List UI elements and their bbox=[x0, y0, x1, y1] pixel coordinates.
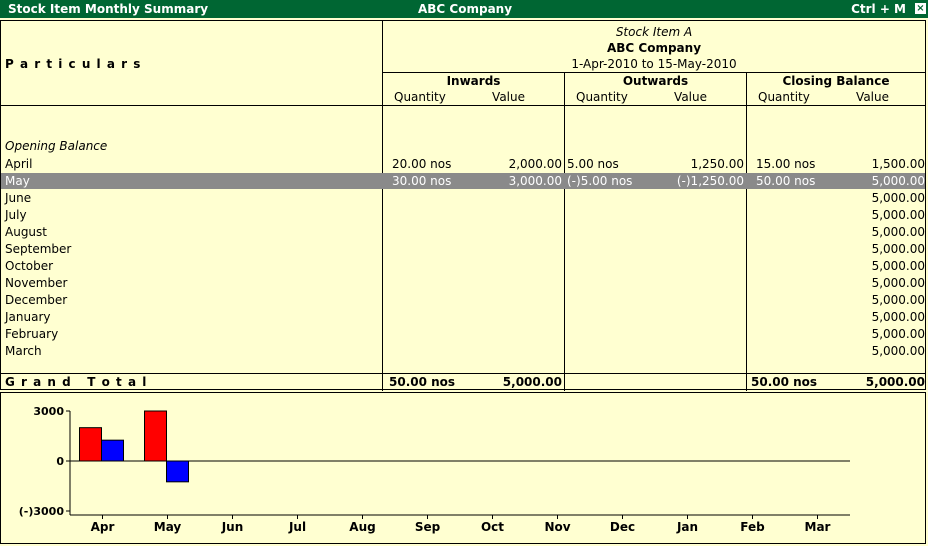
row-closing-value: 5,000.00 bbox=[871, 174, 925, 188]
row-month: November bbox=[5, 276, 68, 290]
row-in-value: 2,000.00 bbox=[508, 157, 562, 171]
y-tick-label: 3000 bbox=[33, 405, 64, 418]
row-out-value: 1,250.00 bbox=[690, 157, 744, 171]
inwards-value-header: Value bbox=[492, 90, 525, 104]
stock-item-name: Stock Item A bbox=[615, 25, 693, 39]
outwards-quantity-header: Quantity bbox=[576, 90, 628, 104]
row-month: August bbox=[5, 225, 47, 239]
y-tick-label: 0 bbox=[56, 455, 64, 468]
company-name: ABC Company bbox=[418, 2, 513, 16]
grand-total-closing-qty: 50.00 nos bbox=[751, 375, 818, 389]
row-closing-qty: 15.00 nos bbox=[756, 157, 816, 171]
monthly-graph: 3000 0 (-)3000 Apr May Jun Jul Aug Sep Oct Nov Dec J… bbox=[0, 392, 926, 544]
grand-total-in-qty: 50.00 nos bbox=[389, 375, 456, 389]
table-row[interactable]: January 5,000.00 bbox=[1, 309, 925, 325]
shortcut-label: Ctrl + M bbox=[851, 2, 906, 16]
table-row[interactable]: September 5,000.00 bbox=[1, 241, 925, 257]
total-divider bbox=[1, 373, 925, 374]
x-tick-label: Apr bbox=[91, 520, 115, 534]
report-table: P a r t i c u l a r s Stock Item A ABC C… bbox=[0, 20, 926, 391]
row-out-qty: 5.00 nos bbox=[567, 157, 619, 171]
bar-may-series-1 bbox=[144, 410, 167, 462]
y-tick-label: (-)3000 bbox=[19, 505, 65, 518]
row-closing-value: 5,000.00 bbox=[871, 225, 925, 239]
header-divider bbox=[382, 72, 925, 73]
column-divider bbox=[746, 73, 747, 391]
row-closing-value: 5,000.00 bbox=[871, 242, 925, 256]
close-icon[interactable]: × bbox=[915, 3, 926, 14]
row-closing-value: 1,500.00 bbox=[871, 157, 925, 171]
x-tick-label: May bbox=[154, 520, 182, 534]
row-month: May bbox=[5, 174, 30, 188]
closing-quantity-header: Quantity bbox=[758, 90, 810, 104]
column-divider bbox=[382, 21, 383, 391]
row-month: March bbox=[5, 344, 42, 358]
row-month: January bbox=[5, 310, 51, 324]
column-divider bbox=[564, 73, 565, 391]
table-row[interactable]: October 5,000.00 bbox=[1, 258, 925, 274]
row-month: December bbox=[5, 293, 68, 307]
row-closing-value: 5,000.00 bbox=[871, 293, 925, 307]
bar-chart: 3000 0 (-)3000 Apr May Jun Jul Aug Sep Oct Nov Dec J… bbox=[19, 405, 850, 534]
row-in-qty: 30.00 nos bbox=[392, 174, 452, 188]
table-row[interactable]: July 5,000.00 bbox=[1, 207, 925, 223]
title-bar: Stock Item Monthly Summary ABC Company C… bbox=[0, 0, 928, 18]
row-month: September bbox=[5, 242, 72, 256]
x-tick-label: Feb bbox=[740, 520, 765, 534]
particulars-header: P a r t i c u l a r s bbox=[5, 57, 142, 71]
row-closing-value: 5,000.00 bbox=[871, 208, 925, 222]
closing-balance-header: Closing Balance bbox=[782, 74, 890, 88]
inwards-quantity-header: Quantity bbox=[394, 90, 446, 104]
row-closing-value: 5,000.00 bbox=[871, 276, 925, 290]
bar-apr-series-1 bbox=[79, 427, 102, 462]
outwards-header: Outwards bbox=[622, 74, 689, 88]
row-closing-value: 5,000.00 bbox=[871, 310, 925, 324]
row-closing-value: 5,000.00 bbox=[871, 259, 925, 273]
row-closing-value: 5,000.00 bbox=[871, 191, 925, 205]
x-tick-label: Aug bbox=[349, 520, 375, 534]
row-closing-value: 5,000.00 bbox=[871, 327, 925, 341]
table-row[interactable]: March 5,000.00 bbox=[1, 343, 925, 359]
row-in-qty: 20.00 nos bbox=[392, 157, 452, 171]
x-tick-label: Nov bbox=[544, 520, 570, 534]
outwards-value-header: Value bbox=[674, 90, 707, 104]
report-period: 1-Apr-2010 to 15-May-2010 bbox=[571, 57, 737, 71]
table-row[interactable]: November 5,000.00 bbox=[1, 275, 925, 291]
closing-value-header: Value bbox=[856, 90, 889, 104]
table-row[interactable]: December 5,000.00 bbox=[1, 292, 925, 308]
table-row[interactable]: April 20.00 nos 2,000.00 5.00 nos 1,250.00 15… bbox=[1, 156, 925, 172]
bar-apr-series-2 bbox=[101, 439, 124, 462]
row-month: October bbox=[5, 259, 54, 273]
row-month: July bbox=[5, 208, 27, 222]
row-closing-qty: 50.00 nos bbox=[756, 174, 816, 188]
bar-may-series-2 bbox=[166, 460, 189, 483]
table-row[interactable]: February 5,000.00 bbox=[1, 326, 925, 342]
table-row[interactable]: August 5,000.00 bbox=[1, 224, 925, 240]
grand-total-label: G r a n d T o t a l bbox=[5, 375, 148, 389]
grand-total-closing-value: 5,000.00 bbox=[865, 375, 925, 389]
inwards-header: Inwards bbox=[446, 74, 501, 88]
x-tick-label: Jul bbox=[288, 520, 306, 534]
x-tick-label: Jan bbox=[676, 520, 698, 534]
row-month: April bbox=[5, 157, 33, 171]
report-company: ABC Company bbox=[606, 41, 702, 55]
row-month: June bbox=[5, 191, 32, 205]
x-tick-label: Oct bbox=[481, 520, 504, 534]
x-tick-label: Mar bbox=[805, 520, 831, 534]
opening-balance-label: Opening Balance bbox=[5, 139, 108, 153]
row-closing-value: 5,000.00 bbox=[871, 344, 925, 358]
row-in-value: 3,000.00 bbox=[508, 174, 562, 188]
grand-total-in-value: 5,000.00 bbox=[502, 375, 562, 389]
x-tick-label: Sep bbox=[415, 520, 441, 534]
table-row-selected[interactable]: May 30.00 nos 3,000.00 (-)5.00 nos (-)1,250.… bbox=[1, 173, 925, 189]
row-out-value: (-)1,250.00 bbox=[676, 174, 744, 188]
window-title: Stock Item Monthly Summary bbox=[8, 2, 209, 16]
x-tick-label: Dec bbox=[610, 520, 635, 534]
row-month: February bbox=[5, 327, 59, 341]
row-out-qty: (-)5.00 nos bbox=[567, 174, 633, 188]
header-divider bbox=[1, 105, 925, 106]
table-row[interactable]: June 5,000.00 bbox=[1, 190, 925, 206]
x-tick-label: Jun bbox=[221, 520, 244, 534]
